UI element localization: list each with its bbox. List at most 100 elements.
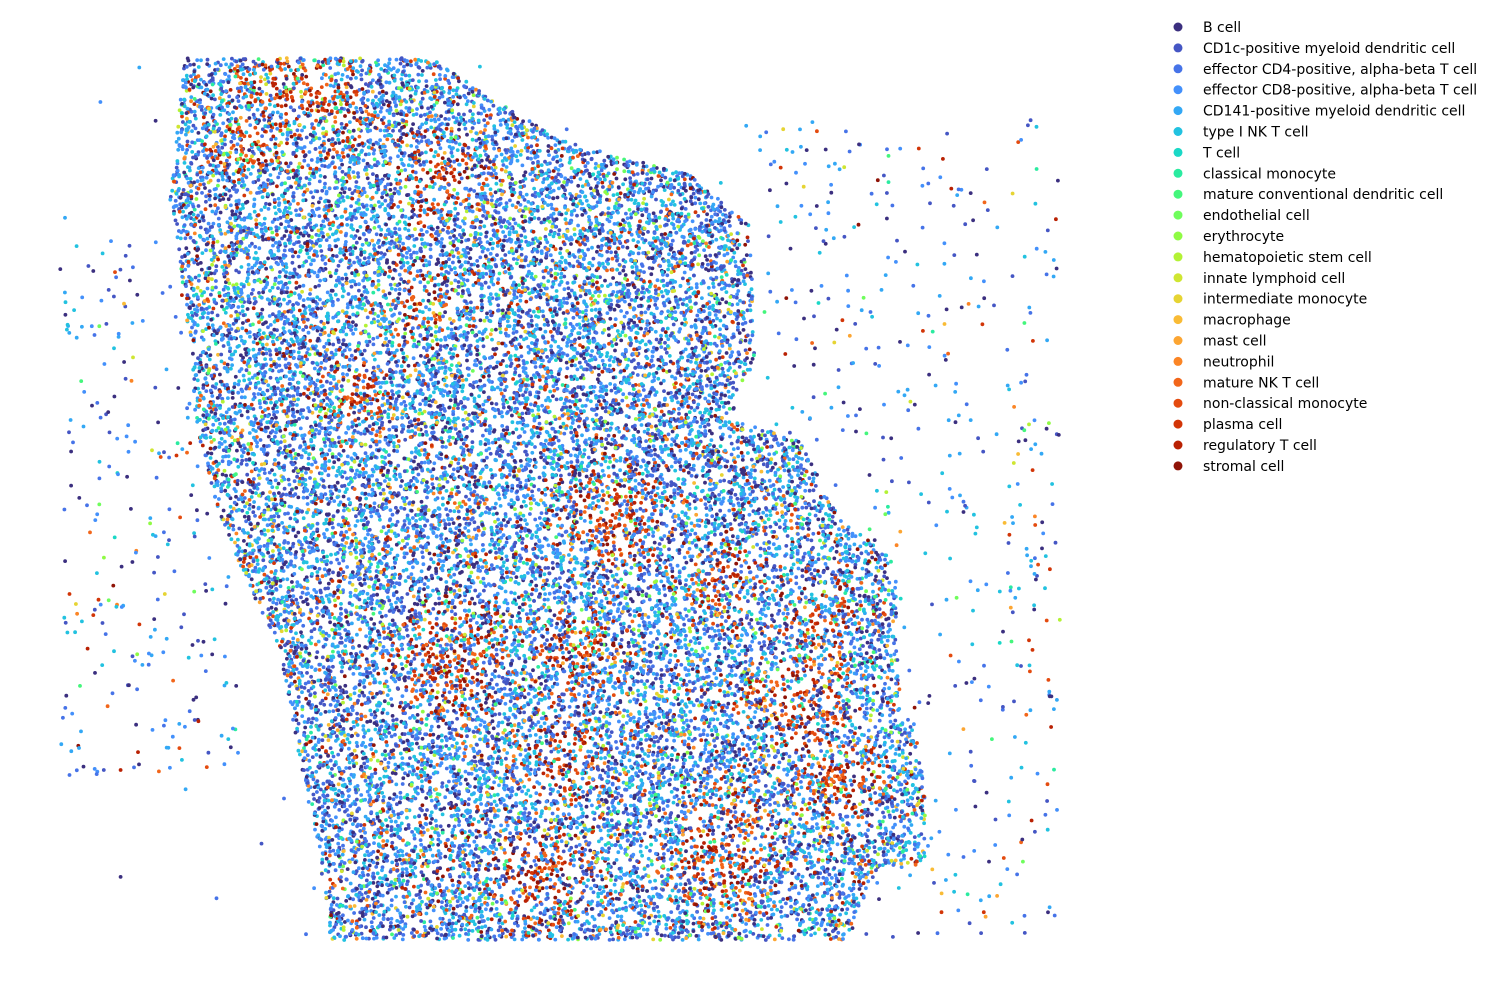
scatter-point [199, 58, 203, 63]
scatter-point [875, 708, 880, 713]
scatter-point [756, 885, 760, 890]
scatter-point [291, 636, 296, 641]
scatter-point [466, 373, 471, 377]
scatter-point [339, 384, 344, 388]
scatter-point [539, 644, 544, 648]
scatter-point [575, 377, 580, 382]
scatter-point [496, 517, 500, 522]
scatter-point [361, 385, 366, 390]
scatter-point [435, 876, 440, 881]
scatter-point [305, 107, 310, 111]
scatter-point [707, 652, 712, 657]
scatter-point [637, 471, 642, 476]
scatter-point [178, 97, 183, 102]
scatter-point [419, 870, 424, 874]
scatter-point [305, 586, 310, 591]
scatter-point [489, 401, 494, 406]
scatter-point [339, 602, 343, 606]
scatter-point [456, 461, 461, 466]
scatter-point [597, 793, 601, 798]
scatter-point [710, 733, 715, 737]
scatter-point [510, 420, 515, 425]
scatter-point [536, 390, 541, 395]
scatter-point [393, 327, 398, 332]
scatter-point [514, 249, 519, 254]
scatter-point [446, 225, 451, 230]
scatter-point [251, 510, 256, 515]
scatter-point [676, 752, 680, 757]
scatter-point [525, 377, 530, 382]
scatter-point [604, 405, 608, 410]
scatter-point [432, 103, 437, 108]
scatter-point [720, 741, 725, 745]
scatter-point [443, 76, 447, 81]
scatter-point [723, 393, 727, 398]
scatter-point [562, 274, 567, 279]
scatter-point [828, 621, 833, 626]
scatter-point [229, 314, 234, 318]
scatter-point [725, 459, 730, 464]
scatter-point [850, 926, 855, 930]
scatter-point [610, 256, 615, 261]
scatter-point [807, 801, 812, 806]
scatter-point [734, 886, 738, 890]
scatter-point [569, 288, 574, 293]
scatter-point [391, 128, 395, 133]
scatter-point [618, 772, 622, 776]
scatter-point [235, 142, 240, 147]
scatter-point [453, 326, 458, 331]
scatter-point [177, 247, 182, 252]
scatter-point [431, 72, 436, 77]
scatter-point [497, 496, 502, 501]
scatter-point [323, 696, 328, 701]
scatter-point [583, 164, 588, 169]
scatter-point [470, 675, 475, 680]
scatter-point [692, 408, 697, 413]
scatter-point [730, 838, 735, 843]
scatter-point [303, 725, 308, 730]
scatter-point [440, 249, 445, 253]
scatter-point [328, 849, 332, 854]
scatter-point [753, 582, 758, 586]
scatter-point [317, 179, 322, 184]
scatter-point [838, 912, 842, 917]
scatter-point [689, 718, 693, 723]
scatter-point [435, 690, 440, 695]
scatter-point [702, 709, 707, 713]
scatter-point [629, 794, 633, 799]
scatter-point [314, 118, 318, 123]
scatter-point [405, 299, 410, 303]
scatter-point [589, 399, 593, 404]
scatter-point [689, 337, 694, 342]
scatter-point [395, 862, 400, 867]
scatter-point [536, 608, 541, 612]
scatter-point [200, 251, 205, 256]
scatter-point [336, 85, 341, 90]
scatter-point [436, 899, 441, 904]
scatter-point [273, 240, 278, 245]
scatter-point [754, 617, 759, 622]
scatter-point [517, 283, 521, 287]
scatter-point [455, 716, 459, 721]
scatter-point [580, 433, 584, 438]
scatter-point [315, 790, 319, 794]
scatter-point [666, 267, 670, 272]
scatter-point [742, 507, 746, 512]
scatter-point [385, 824, 390, 828]
scatter-point [242, 193, 247, 198]
scatter-point [712, 521, 717, 526]
scatter-point [394, 717, 399, 722]
scatter-point [296, 748, 301, 753]
scatter-point [215, 313, 220, 318]
scatter-point [398, 200, 403, 204]
scatter-point [414, 519, 418, 523]
scatter-point [361, 302, 366, 307]
scatter-point [443, 365, 448, 370]
scatter-point [579, 482, 583, 486]
scatter-point [266, 178, 270, 182]
scatter-point [548, 329, 553, 334]
scatter-point [633, 427, 637, 431]
scatter-point [662, 389, 666, 393]
scatter-point [278, 584, 283, 589]
scatter-point [544, 292, 549, 297]
